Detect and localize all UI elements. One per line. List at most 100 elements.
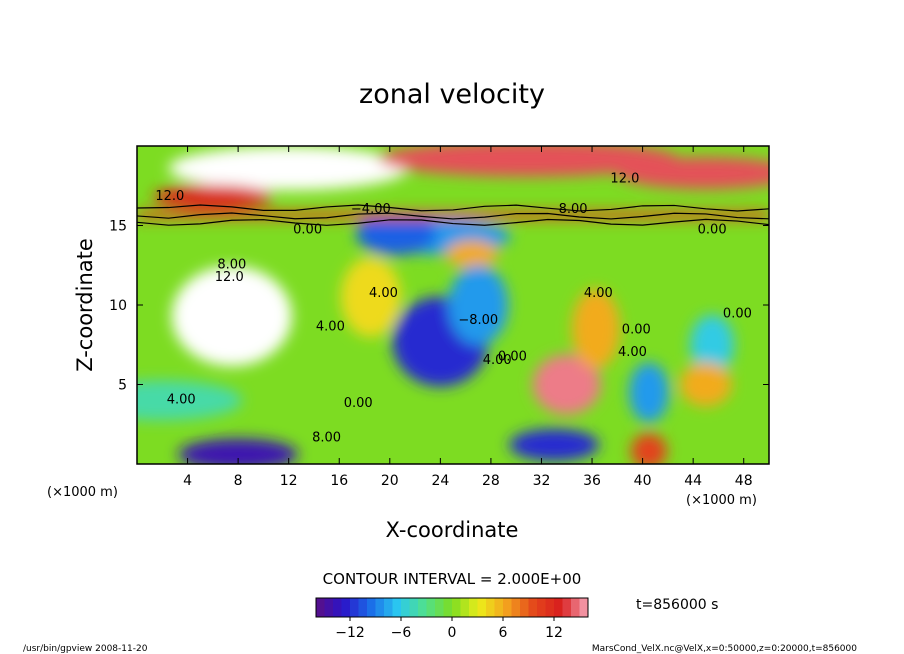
x-axis-unit-left: (×1000 m) [47,485,118,500]
x-tick-label: 12 [280,473,298,489]
contour-label: 4.00 [584,286,613,301]
contour-label: 4.00 [316,319,345,334]
colorbar-tick-label: 6 [499,625,508,641]
contour-label: 12.0 [155,189,184,204]
colorbar-swatch [341,598,351,617]
colorbar-swatch [392,598,402,617]
colorbar-swatch [452,598,461,617]
contour-line [137,204,769,212]
contour-label: 4.00 [483,353,512,368]
contour-label: 12.0 [610,172,639,187]
colorbar-swatch [409,598,419,617]
colorbar-swatch [520,598,529,617]
colorbar-swatch [384,598,393,617]
colorbar-swatch [316,598,325,617]
field-feature [445,240,498,269]
field-feature [378,146,679,177]
contour-label: 0.00 [622,323,651,338]
y-tick-label: 15 [109,219,127,235]
y-axis-ticks: 5 10 15 [109,219,769,394]
contour-interval: CONTOUR INTERVAL = 2.000E+00 [323,570,582,588]
y-tick-label: 5 [118,378,127,394]
colorbar-swatch [460,598,470,617]
colorbar-tick-label: −12 [335,625,365,641]
colorbar-swatch [324,598,334,617]
x-tick-label: 24 [431,473,449,489]
colorbar-swatch [545,598,555,617]
colorbar-swatch [477,598,487,617]
contour-label: −4.00 [351,202,391,217]
field-feature [690,314,735,375]
time-label: t=856000 s [636,597,718,613]
field-feature [679,362,732,407]
contour-label: 0.00 [293,222,322,237]
contour-label: 12.0 [215,270,244,285]
x-axis-ticks: 4 8 12 16 20 24 28 32 36 40 44 48 [183,146,753,489]
x-tick-label: 20 [381,473,399,489]
colorbar-swatch [494,598,504,617]
colorbar-tick-label: 12 [545,625,563,641]
colorbar-swatch [426,598,436,617]
contour-label: 8.00 [312,431,341,446]
contour-label: 0.00 [498,350,527,365]
y-axis-label: Z-coordinate [73,238,97,372]
colorbar-swatch [333,598,342,617]
y-tick-label: 10 [109,298,127,314]
x-tick-label: 40 [634,473,652,489]
footer-source: MarsCond_VelX.nc@VelX,x=0:50000,z=0:2000… [592,644,857,654]
colorbar-swatch [367,598,376,617]
field-feature [356,211,437,256]
x-tick-label: 16 [330,473,348,489]
contour-label: −8.00 [458,313,498,328]
colorbar-swatch [562,598,572,617]
field-feature [532,354,601,415]
contour-label: 4.00 [618,345,647,360]
colorbar-swatch [537,598,546,617]
x-tick-label: 36 [583,473,601,489]
field-feature [615,157,769,190]
colorbar-swatch [486,598,495,617]
field-feature [630,433,667,464]
colorbar-tick-label: −6 [391,625,412,641]
footer-program: /usr/bin/gpview 2008-11-20 [23,644,148,654]
field-feature [178,438,299,464]
contour-label: 0.00 [698,222,727,237]
colorbar-swatch [418,598,427,617]
colorbar-ticks: −12 −6 0 6 12 [335,617,563,641]
colorbar-swatch [579,598,589,617]
x-tick-label: 4 [183,473,192,489]
contour-label: 4.00 [167,393,196,408]
field-feature [137,380,243,421]
x-tick-label: 28 [482,473,500,489]
colorbar-swatch [443,598,453,617]
colorbar-swatch [528,598,538,617]
colorbar-swatch [358,598,368,617]
field-feature [571,288,620,369]
x-tick-label: 8 [234,473,243,489]
colorbar-swatch [503,598,512,617]
colorbar-swatch [350,598,359,617]
contour-label: 8.00 [217,257,246,272]
colorbar-swatch [511,598,521,617]
x-axis-label: X-coordinate [386,518,519,542]
x-tick-label: 44 [684,473,702,489]
field-feature [168,146,409,191]
field-feature [171,266,292,367]
field-feature [509,428,600,461]
field-feature [448,265,509,345]
colorbar-swatch [375,598,385,617]
field-feature [152,184,273,209]
contour-label: 0.00 [723,307,752,322]
x-axis-unit-right: (×1000 m) [686,493,757,508]
colorbar-swatch [435,598,444,617]
contour-label: 4.00 [369,286,398,301]
field-feature [340,257,401,338]
colorbar-swatch [571,598,580,617]
colorbar-swatch [469,598,478,617]
x-tick-label: 32 [533,473,551,489]
field-feature [628,362,669,423]
colorbar [315,597,589,618]
